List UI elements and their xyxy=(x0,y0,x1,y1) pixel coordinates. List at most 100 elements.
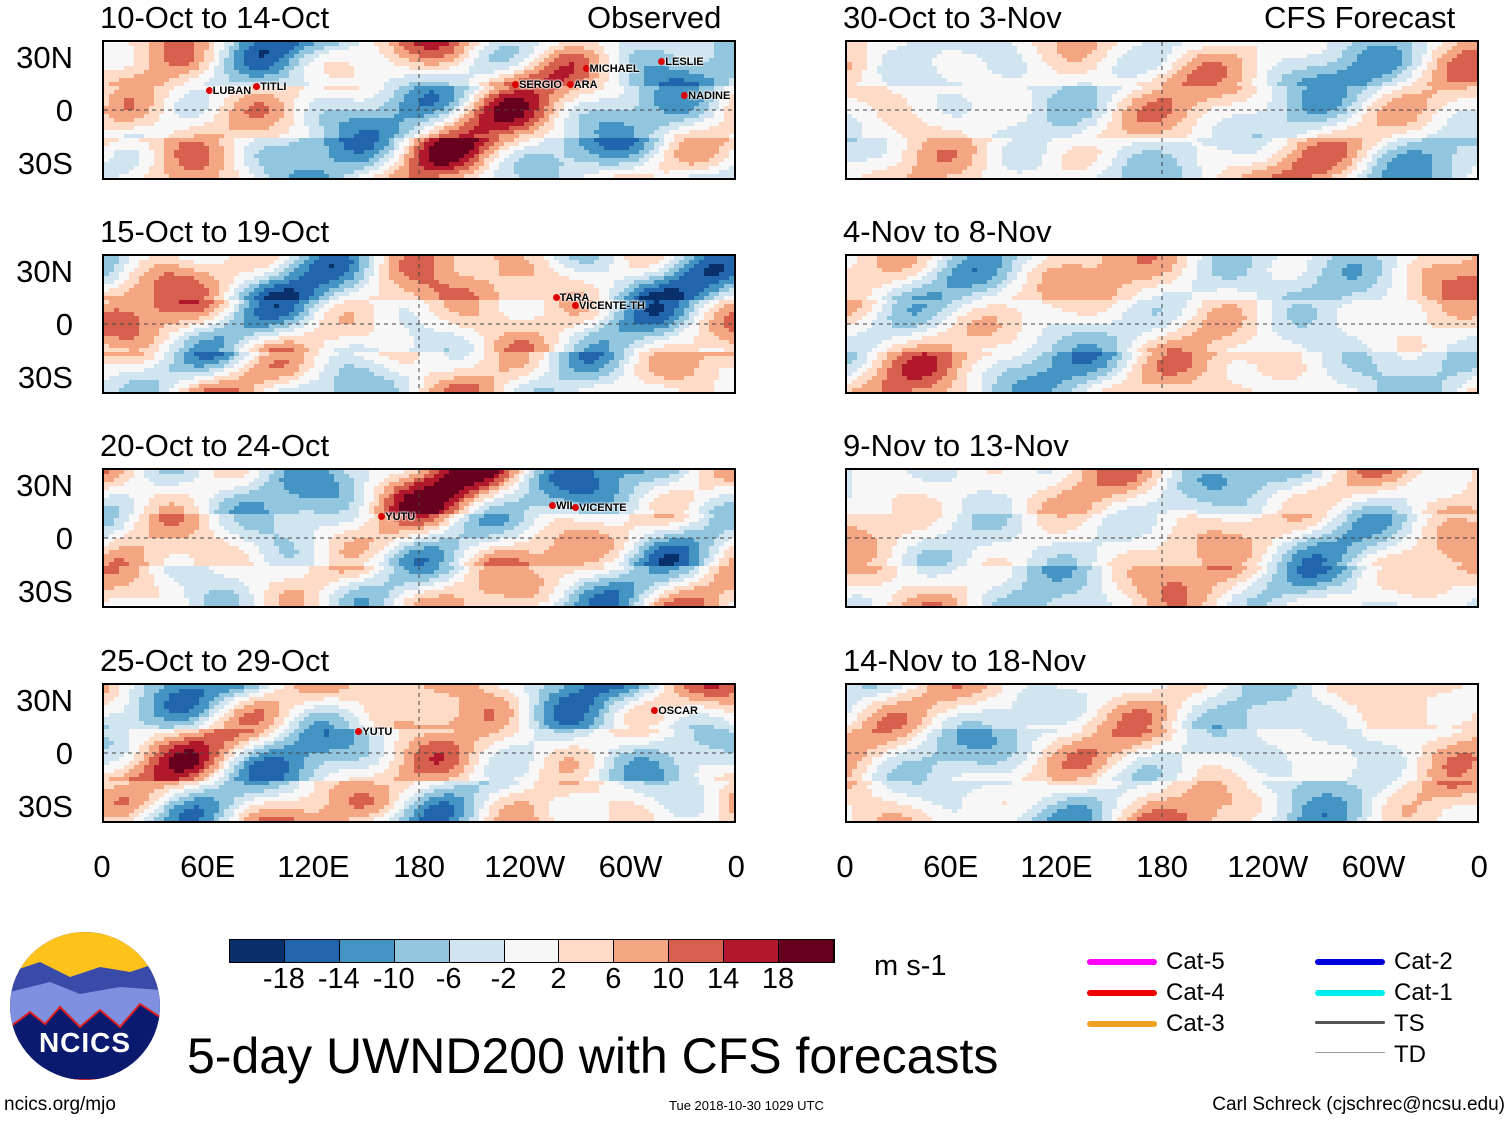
field-cell xyxy=(239,138,245,143)
field-cell xyxy=(279,260,285,265)
field-cell xyxy=(679,264,685,269)
field-cell xyxy=(544,122,550,127)
field-cell xyxy=(119,118,125,123)
field-cell xyxy=(149,78,155,83)
field-cell xyxy=(304,166,310,171)
field-cell xyxy=(234,150,240,155)
field-cell xyxy=(489,142,495,147)
field-cell xyxy=(339,66,345,71)
field-cell xyxy=(514,134,520,139)
field-cell xyxy=(124,102,130,107)
field-cell xyxy=(179,42,185,47)
field-cell xyxy=(464,158,470,163)
field-cell xyxy=(244,74,250,79)
field-cell xyxy=(324,260,330,265)
field-cell xyxy=(359,106,365,111)
field-cell xyxy=(229,158,235,163)
field-cell xyxy=(304,74,310,79)
field-cell xyxy=(539,58,545,63)
field-cell xyxy=(104,58,110,63)
field-cell xyxy=(209,268,215,273)
field-cell xyxy=(624,50,630,55)
field-cell xyxy=(494,166,500,171)
field-cell xyxy=(269,260,275,265)
url-link[interactable]: ncics.org/mjo xyxy=(4,1094,116,1116)
field-cell xyxy=(439,78,445,83)
field-cell xyxy=(179,174,185,179)
field-cell xyxy=(519,268,525,273)
field-cell xyxy=(229,106,235,111)
field-cell xyxy=(694,114,700,119)
field-cell xyxy=(384,162,390,167)
field-cell xyxy=(704,70,710,75)
field-cell xyxy=(309,62,315,67)
field-cell xyxy=(409,268,415,273)
field-cell xyxy=(729,174,735,179)
field-cell xyxy=(124,158,130,163)
field-cell xyxy=(169,268,175,273)
field-cell xyxy=(189,78,195,83)
field-cell xyxy=(604,272,610,277)
field-cell xyxy=(469,110,475,115)
field-cell xyxy=(639,158,645,163)
field-cell xyxy=(334,174,340,179)
field-cell xyxy=(614,50,620,55)
field-cell xyxy=(494,126,500,131)
field-cell xyxy=(649,58,655,63)
field-cell xyxy=(699,90,705,95)
field-cell xyxy=(514,154,520,159)
field-cell xyxy=(669,162,675,167)
field-cell xyxy=(669,66,675,71)
field-cell xyxy=(514,130,520,135)
field-cell xyxy=(604,122,610,127)
field-cell xyxy=(259,90,265,95)
field-cell xyxy=(169,70,175,75)
field-cell xyxy=(354,126,360,131)
field-cell xyxy=(474,166,480,171)
field-cell xyxy=(159,90,165,95)
field-cell xyxy=(484,66,490,71)
field-cell xyxy=(564,146,570,151)
field-cell xyxy=(729,126,735,131)
field-cell xyxy=(399,78,405,83)
field-cell xyxy=(149,58,155,63)
field-cell xyxy=(154,118,160,123)
field-cell xyxy=(209,158,215,163)
field-cell xyxy=(669,260,675,265)
storm-marker xyxy=(205,86,213,94)
field-cell xyxy=(654,130,660,135)
field-cell xyxy=(594,126,600,131)
field-cell xyxy=(664,86,670,91)
field-cell xyxy=(129,146,135,151)
field-cell xyxy=(149,42,155,47)
field-cell xyxy=(514,158,520,163)
field-cell xyxy=(449,106,455,111)
field-cell xyxy=(154,90,160,95)
field-cell xyxy=(354,260,360,265)
field-cell xyxy=(659,154,665,159)
field-cell xyxy=(304,70,310,75)
field-cell xyxy=(354,122,360,127)
field-cell xyxy=(139,272,145,277)
field-cell xyxy=(124,138,130,143)
field-cell xyxy=(449,170,455,175)
field-cell xyxy=(124,264,130,269)
field-cell xyxy=(624,106,630,111)
field-cell xyxy=(564,118,570,123)
field-cell xyxy=(209,162,215,167)
field-cell xyxy=(144,170,150,175)
field-cell xyxy=(294,98,300,103)
field-cell xyxy=(119,150,125,155)
field-cell xyxy=(524,46,530,51)
field-cell xyxy=(334,150,340,155)
field-cell xyxy=(324,126,330,131)
field-cell xyxy=(499,62,505,67)
field-cell xyxy=(474,174,480,179)
field-cell xyxy=(129,42,135,47)
field-cell xyxy=(119,162,125,167)
field-cell xyxy=(144,138,150,143)
field-cell xyxy=(334,78,340,83)
field-cell xyxy=(349,66,355,71)
field-cell xyxy=(674,166,680,171)
field-cell xyxy=(524,142,530,147)
